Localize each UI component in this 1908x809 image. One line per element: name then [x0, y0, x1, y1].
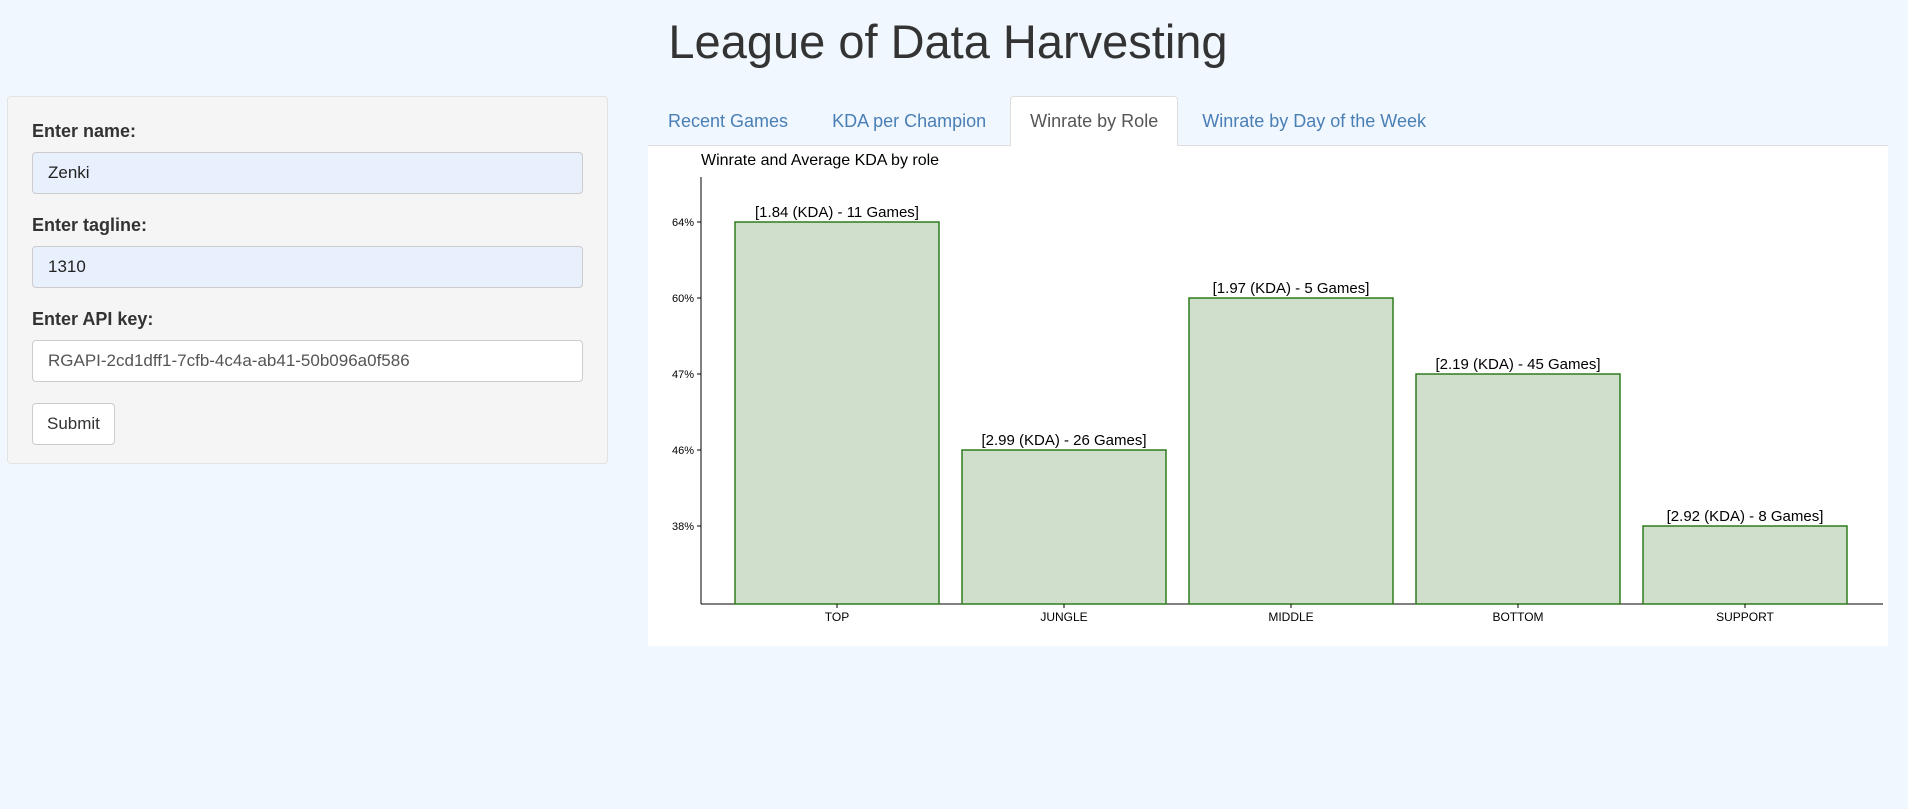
y-tick-label: 47% [672, 369, 694, 381]
bar-middle [1188, 297, 1394, 605]
chart-title: Winrate and Average KDA by role [701, 152, 939, 169]
winrate-chart: Winrate and Average KDA by role [1.84 (K… [672, 152, 1883, 624]
tab-winrate-by-day[interactable]: Winrate by Day of the Week [1202, 111, 1426, 131]
tab-kda-per-champion[interactable]: KDA per Champion [832, 111, 987, 131]
tab-bar: Recent Games KDA per Champion Winrate by… [648, 96, 1888, 146]
y-tick-label: 60% [672, 293, 694, 305]
api-key-label: Enter API key: [32, 309, 154, 329]
bar-data-label: [2.99 (KDA) - 26 Games] [981, 432, 1146, 449]
input-panel: Enter name: Enter tagline: Enter API key… [7, 96, 608, 464]
api-key-input[interactable] [32, 340, 583, 382]
y-tick-label: 46% [672, 445, 694, 457]
tagline-input[interactable] [32, 246, 583, 288]
plot-panel: Winrate and Average KDA by role [1.84 (K… [648, 146, 1888, 646]
bar-data-label: [2.19 (KDA) - 45 Games] [1435, 356, 1600, 373]
submit-button[interactable]: Submit [32, 403, 115, 445]
y-tick-label: 38% [672, 521, 694, 533]
x-tick-label: JUNGLE [1040, 610, 1087, 624]
bar-bottom [1415, 373, 1621, 605]
name-input[interactable] [32, 152, 583, 194]
x-tick-label: SUPPORT [1716, 610, 1774, 624]
app-title: League of Data Harvesting [668, 15, 1228, 68]
x-tick-label: TOP [825, 610, 849, 624]
bar-data-label: [2.92 (KDA) - 8 Games] [1667, 508, 1824, 525]
bar-jungle [961, 449, 1167, 605]
tagline-label: Enter tagline: [32, 215, 148, 235]
name-label: Enter name: [32, 121, 137, 141]
bar-data-label: [1.97 (KDA) - 5 Games] [1213, 280, 1370, 297]
tab-winrate-by-role[interactable]: Winrate by Role [1010, 96, 1179, 146]
y-tick-label: 64% [672, 217, 694, 229]
x-tick-label: BOTTOM [1492, 610, 1543, 624]
x-tick-label: MIDDLE [1268, 610, 1313, 624]
bar-data-label: [1.84 (KDA) - 11 Games] [755, 204, 919, 221]
main-panel: Recent Games KDA per Champion Winrate by… [648, 96, 1888, 646]
bar-support [1642, 525, 1848, 605]
tab-recent-games[interactable]: Recent Games [668, 111, 789, 131]
bar-top [734, 221, 940, 605]
